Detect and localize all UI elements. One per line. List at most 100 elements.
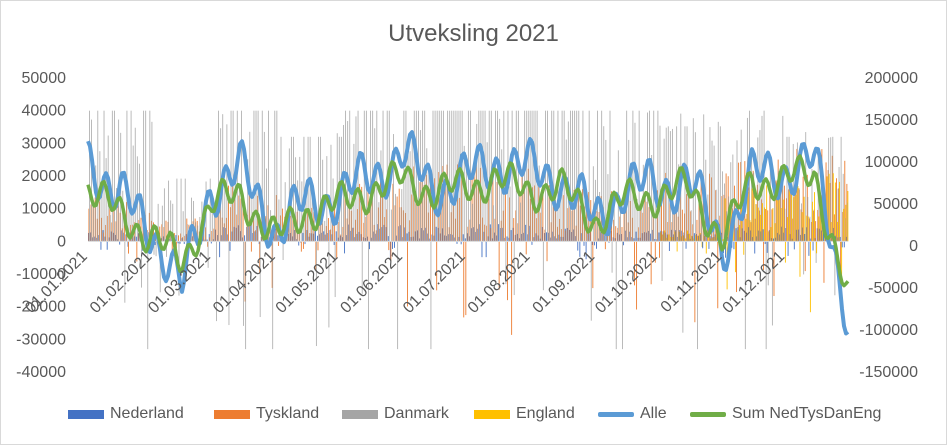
bar-nederland [292,236,293,242]
bar-tyskland [736,241,737,293]
bar-england [832,173,834,242]
bar-danmark [399,207,401,242]
bar-nederland [679,230,681,242]
bar-nederland [604,229,606,242]
bar-danmark [407,142,409,242]
bar-danmark [299,156,301,242]
bar-danmark [605,139,607,242]
bar-nederland [764,241,766,245]
bar-tyskland [829,182,831,242]
bar-tyskland [228,185,229,242]
bar-tyskland [621,227,623,242]
bar-danmark [542,241,544,291]
bar-tyskland [752,170,754,242]
bar-tyskland [648,207,650,242]
bar-tyskland [490,228,492,242]
bar-danmark [769,158,771,242]
bar-danmark [238,187,240,242]
bar-nederland [192,236,194,242]
bar-tyskland [509,197,510,242]
bar-nederland [333,241,335,245]
bar-danmark [613,193,615,242]
bar-danmark [840,136,842,242]
bar-nederland [531,241,533,245]
bar-danmark [836,188,838,242]
bar-tyskland [402,210,404,242]
bar-nederland [614,238,616,242]
bar-tyskland [352,227,354,242]
bar-danmark [692,118,694,242]
bar-danmark [126,110,128,242]
bar-tyskland [777,159,779,242]
bar-danmark [224,183,226,242]
bar-nederland [800,234,802,242]
bar-nederland [479,224,481,242]
bar-nederland [487,236,489,242]
bar-tyskland [348,207,350,242]
bar-tyskland [811,221,812,242]
legend-item-tyskland: Tyskland [214,402,319,426]
bar-nederland [123,232,125,242]
bar-danmark [430,241,432,350]
bar-tyskland [484,224,486,242]
bar-danmark [522,171,523,242]
bar-nederland [539,238,541,242]
bar-danmark [505,241,507,285]
bar-nederland [429,238,431,242]
bar-tyskland [679,187,681,242]
bar-danmark [305,197,307,242]
y-left-tick-label: 10000 [22,201,67,218]
bar-nederland [456,241,458,244]
bar-danmark [393,134,394,242]
bar-tyskland [756,184,758,242]
bar-tyskland [244,241,246,302]
bar-tyskland [831,155,833,242]
bar-england [801,212,803,242]
bar-danmark [846,202,848,242]
bar-nederland [119,241,121,245]
legend: Nederland Tyskland Danmark England Alle … [0,402,947,426]
bar-nederland [702,241,704,249]
bar-nederland [779,234,781,242]
bar-tyskland [361,186,363,242]
bar-nederland [519,238,520,242]
bar-danmark [401,189,403,242]
bar-nederland [364,237,366,242]
bar-tyskland [100,217,102,242]
bar-tyskland [240,198,242,242]
bar-tyskland [248,188,250,242]
bar-tyskland [781,180,783,242]
bar-tyskland [205,227,206,242]
bar-nederland [248,224,250,242]
bar-tyskland [565,230,567,242]
bar-tyskland [346,218,348,242]
bar-danmark [241,110,242,242]
bar-tyskland [525,241,527,255]
bar-danmark [719,126,721,242]
bar-tyskland [182,237,184,242]
bar-danmark [559,195,561,242]
bar-tyskland [342,226,344,242]
bar-nederland [296,239,298,242]
bar-tyskland [130,224,132,242]
bar-nederland [841,241,843,248]
bar-tyskland [667,221,669,242]
bar-danmark [303,136,305,242]
bar-nederland [354,237,356,242]
bar-tyskland [448,227,450,242]
y-left-tick-label: 30000 [22,135,67,152]
bar-nederland [810,238,812,242]
bar-tyskland [267,205,269,242]
bar-tyskland [673,214,675,242]
bar-tyskland [325,226,327,242]
bar-tyskland [482,217,483,242]
bar-danmark [432,110,434,242]
bar-nederland [350,230,352,242]
bar-tyskland [400,207,402,242]
bar-england [793,197,795,242]
bar-nederland [162,236,164,242]
bar-tyskland [563,195,565,242]
bar-danmark [659,125,661,242]
bar-tyskland [321,223,323,242]
bar-danmark [815,241,817,263]
